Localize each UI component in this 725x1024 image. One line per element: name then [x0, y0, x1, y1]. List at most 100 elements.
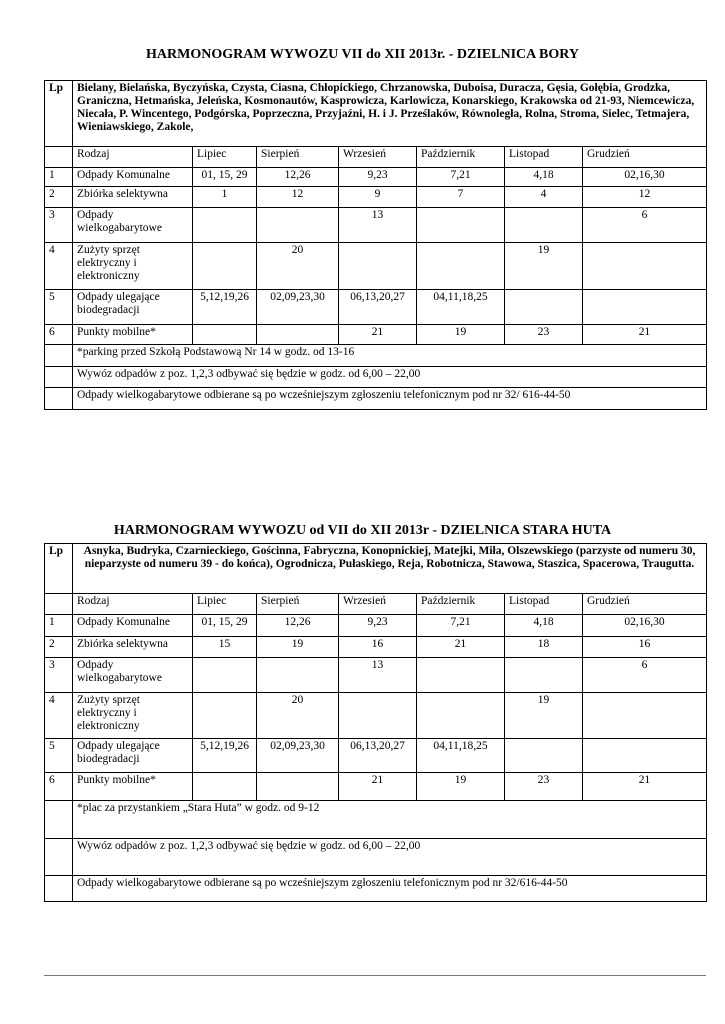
collection-days [338, 242, 417, 290]
collection-days: 19 [504, 692, 583, 739]
collection-days: 12,26 [256, 167, 339, 187]
waste-type: Punkty mobilne* [72, 772, 193, 801]
collection-days [192, 772, 257, 801]
collection-days: 21 [581, 324, 708, 345]
collection-days [504, 289, 583, 325]
collection-days [416, 657, 505, 693]
collection-days [504, 738, 583, 773]
collection-days [581, 289, 708, 325]
waste-type: Zbiórka selektywna [72, 636, 193, 658]
collection-days: 21 [338, 772, 417, 801]
collection-days: 16 [581, 636, 708, 658]
row-number: 6 [44, 324, 73, 345]
collection-days: 21 [581, 772, 708, 801]
waste-type: Odpady ulegające biodegradacji [72, 289, 193, 325]
column-header: Wrzesień [338, 593, 417, 615]
collection-days: 12 [581, 186, 708, 208]
collection-days: 6 [581, 657, 708, 693]
column-header: Październik [416, 593, 505, 615]
collection-days: 13 [338, 207, 417, 243]
table-row: 5 Odpady ulegające biodegradacji 5,12,19,2… [44, 738, 708, 773]
collection-days [416, 692, 505, 739]
street-list: Bielany, Bielańska, Byczyńska, Czysta, C… [71, 80, 708, 147]
column-header: Październik [416, 146, 505, 168]
waste-type: Zużyty sprzęt elektryczny i elektroniczn… [72, 242, 193, 290]
table-row: 3 Odpady wielkogabarytowe 13 6 [44, 207, 708, 243]
collection-days [338, 692, 417, 739]
collection-days [192, 324, 257, 345]
collection-days [581, 692, 708, 739]
column-header: Listopad [504, 146, 583, 168]
row-number: 4 [44, 242, 73, 290]
collection-days: 9,23 [338, 614, 417, 637]
waste-type: Odpady Komunalne [72, 167, 193, 187]
collection-days: 12 [256, 186, 339, 208]
collection-days [192, 207, 257, 243]
schedule-table-bory: Lp Bielany, Bielańska, Byczyńska, Czysta,… [44, 80, 708, 410]
note-text: Odpady wielkogabarytowe odbierane są po … [71, 387, 708, 410]
note-text: Odpady wielkogabarytowe odbierane są po … [71, 875, 708, 902]
table-row: 5 Odpady ulegające biodegradacji 5,12,19,2… [44, 289, 708, 325]
table-row: 2 Zbiórka selektywna 1 12 9 7 4 12 [44, 186, 708, 208]
table-row: 2 Zbiórka selektywna 15 19 16 21 18 16 [44, 636, 708, 658]
collection-days: 7,21 [416, 167, 505, 187]
collection-days: 23 [504, 324, 583, 345]
table-row: 1 Odpady Komunalne 01, 15, 29 12,26 9,23 7,21… [44, 167, 708, 187]
collection-days: 21 [338, 324, 417, 345]
row-number: 5 [44, 289, 73, 325]
collection-days: 02,09,23,30 [256, 289, 339, 325]
collection-days: 4,18 [504, 167, 583, 187]
collection-days: 02,16,30 [581, 167, 708, 187]
collection-days: 5,12,19,26 [192, 289, 257, 325]
collection-days: 19 [416, 324, 505, 345]
streets-row: Lp Asnyka, Budryka, Czarnieckiego, Gościn… [44, 543, 708, 594]
collection-days: 13 [338, 657, 417, 693]
column-header: Rodzaj [72, 593, 193, 615]
collection-days: 04,11,18,25 [416, 289, 505, 325]
column-header-row: Rodzaj Lipiec Sierpień Wrzesień Październik L… [44, 593, 708, 615]
column-header: Lipiec [192, 593, 257, 615]
table-row: 4 Zużyty sprzęt elektryczny i elektronicz… [44, 692, 708, 739]
collection-days: 16 [338, 636, 417, 658]
collection-days: 23 [504, 772, 583, 801]
note-text: *parking przed Szkołą Podstawową Nr 14 w… [71, 344, 708, 367]
column-header: Wrzesień [338, 146, 417, 168]
waste-type: Zbiórka selektywna [72, 186, 193, 208]
collection-days: 01, 15, 29 [192, 167, 257, 187]
collection-days [416, 242, 505, 290]
collection-days [192, 657, 257, 693]
collection-days: 9 [338, 186, 417, 208]
collection-days [504, 207, 583, 243]
waste-type: Odpady Komunalne [72, 614, 193, 637]
row-number: 1 [44, 614, 73, 637]
collection-days [192, 242, 257, 290]
collection-days: 19 [256, 636, 339, 658]
column-header: Sierpień [256, 593, 339, 615]
collection-days [581, 738, 708, 773]
collection-days: 02,09,23,30 [256, 738, 339, 773]
collection-days: 7 [416, 186, 505, 208]
column-header: Lipiec [192, 146, 257, 168]
note-row: Odpady wielkogabarytowe odbierane są po … [44, 387, 708, 410]
note-text: Wywóz odpadów z poz. 1,2,3 odbywać się b… [71, 838, 708, 876]
footer-divider [44, 975, 706, 976]
street-list: Asnyka, Budryka, Czarnieckiego, Gościnna… [71, 543, 708, 594]
row-number: 1 [44, 167, 73, 187]
collection-days [256, 207, 339, 243]
table-row: 6 Punkty mobilne* 21 19 23 21 [44, 772, 708, 801]
collection-days: 5,12,19,26 [192, 738, 257, 773]
collection-days [581, 242, 708, 290]
table-row: 6 Punkty mobilne* 21 19 23 21 [44, 324, 708, 345]
waste-type: Zużyty sprzęt elektryczny i elektroniczn… [72, 692, 193, 739]
collection-days: 19 [416, 772, 505, 801]
collection-days: 7,21 [416, 614, 505, 637]
row-number: 2 [44, 636, 73, 658]
collection-days: 9,23 [338, 167, 417, 187]
collection-days [256, 772, 339, 801]
note-row: Odpady wielkogabarytowe odbierane są po … [44, 875, 708, 902]
collection-days [192, 692, 257, 739]
row-number: 3 [44, 207, 73, 243]
lp-header: Lp [44, 543, 73, 594]
note-row: Wywóz odpadów z poz. 1,2,3 odbywać się b… [44, 838, 708, 876]
note-row: *parking przed Szkołą Podstawową Nr 14 w… [44, 344, 708, 367]
